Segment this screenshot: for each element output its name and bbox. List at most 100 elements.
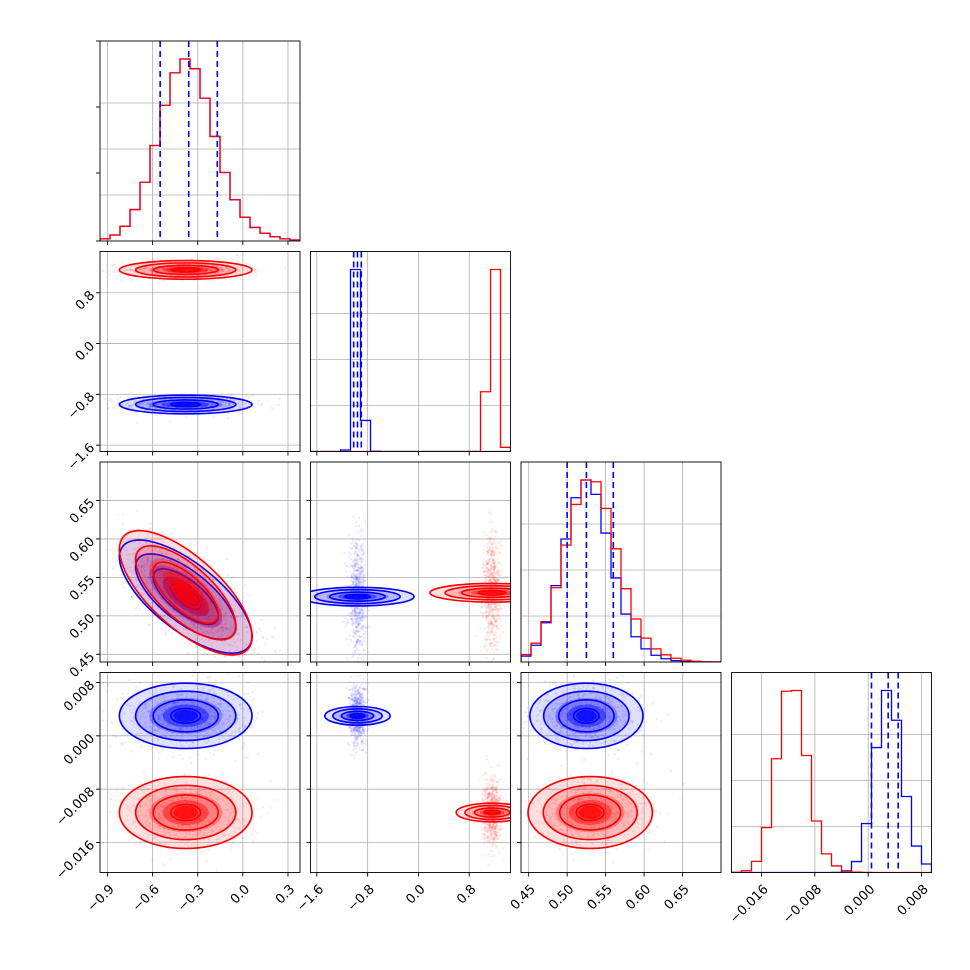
scatter-point (227, 705, 230, 708)
scatter-point (361, 584, 364, 588)
scatter-point (177, 570, 180, 574)
scatter-point (351, 622, 354, 626)
scatter-point (493, 638, 496, 641)
scatter-point (359, 639, 362, 643)
scatter-point (490, 621, 493, 625)
scatter-point (354, 613, 357, 616)
scatter-point (106, 407, 109, 410)
scatter-point (498, 617, 502, 620)
scatter-point (218, 257, 221, 260)
scatter-point (169, 734, 173, 737)
scatter-point (196, 625, 200, 629)
scatter-point (353, 610, 357, 613)
scatter-point (212, 686, 215, 689)
scatter-point (357, 613, 360, 617)
scatter-point (352, 646, 355, 649)
scatter-point (355, 640, 358, 643)
scatter-point (145, 563, 148, 566)
scatter-point (357, 582, 360, 585)
scatter-point (192, 702, 195, 705)
scatter-point (491, 659, 494, 662)
scatter-point (490, 575, 493, 578)
scatter-point (493, 568, 496, 571)
scatter-point (139, 557, 142, 560)
scatter-point (149, 405, 152, 408)
scatter-point (188, 565, 191, 568)
scatter-point (130, 719, 134, 723)
scatter-point (166, 602, 169, 606)
scatter-point (356, 624, 359, 627)
scatter-point (491, 611, 494, 614)
scatter-point (496, 578, 499, 582)
scatter-point (485, 610, 488, 613)
scatter-point (164, 570, 168, 574)
scatter-point (354, 608, 357, 611)
scatter-point (236, 717, 239, 720)
scatter-point (489, 605, 492, 608)
scatter-point (355, 577, 359, 580)
scatter-point (357, 547, 360, 551)
scatter-point (165, 631, 168, 635)
scatter-point (364, 624, 367, 628)
scatter-point (168, 559, 171, 562)
scatter-point (488, 603, 491, 606)
scatter-point (485, 615, 488, 618)
scatter-point (150, 269, 153, 272)
scatter-point (175, 599, 178, 602)
scatter-point (140, 570, 144, 574)
scatter-point (496, 624, 499, 627)
scatter-point (208, 608, 211, 612)
scatter-point (486, 571, 490, 575)
scatter-point (270, 635, 274, 639)
scatter-point (359, 635, 362, 639)
scatter-point (360, 549, 364, 553)
scatter-point (156, 739, 160, 742)
scatter-point (139, 731, 143, 734)
scatter-point (141, 707, 144, 711)
scatter-point (479, 611, 482, 614)
scatter-point (360, 616, 363, 619)
scatter-point (486, 614, 489, 618)
scatter-point (205, 601, 208, 604)
scatter-point (204, 570, 207, 573)
scatter-point (494, 675, 496, 677)
scatter-point (196, 584, 199, 587)
scatter-point (207, 402, 210, 405)
scatter-point (487, 562, 490, 565)
scatter-point (175, 706, 178, 709)
scatter-point (171, 680, 174, 683)
scatter-point (191, 613, 194, 616)
scatter-point (236, 615, 239, 618)
scatter-point (130, 750, 133, 753)
scatter-point (175, 601, 178, 604)
scatter-point (482, 531, 486, 534)
scatter-point (136, 263, 139, 267)
scatter-point (171, 567, 174, 570)
scatter-point (200, 266, 204, 270)
scatter-point (165, 588, 169, 591)
scatter-point (257, 646, 260, 649)
scatter-point (163, 267, 166, 270)
scatter-point (235, 270, 239, 273)
scatter-point (211, 264, 214, 267)
scatter-point (167, 578, 171, 581)
scatter-point (204, 615, 208, 619)
scatter-point (161, 403, 165, 406)
scatter-point (354, 570, 358, 573)
scatter-point (246, 630, 249, 634)
scatter-point (199, 626, 202, 629)
scatter-point (159, 713, 162, 716)
scatter-point (162, 403, 165, 406)
scatter-point (201, 267, 204, 270)
scatter-point (495, 644, 498, 647)
scatter-point (146, 404, 149, 407)
scatter-point (173, 705, 177, 708)
scatter-point (168, 577, 171, 580)
scatter-point (140, 571, 143, 574)
scatter-point (190, 584, 193, 587)
scatter-point (354, 620, 357, 623)
scatter-point (352, 540, 355, 543)
scatter-point (492, 569, 495, 572)
scatter-point (153, 562, 156, 565)
scatter-point (207, 713, 210, 716)
